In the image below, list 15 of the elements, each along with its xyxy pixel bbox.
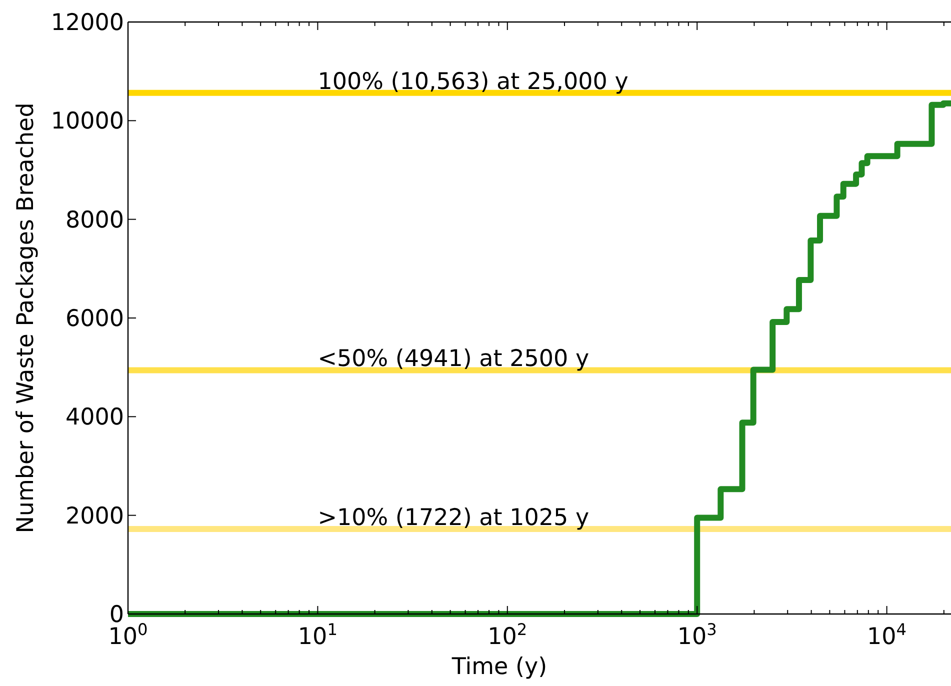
y-tick-label: 6000 — [65, 306, 124, 332]
y-tick-label: 8000 — [65, 207, 124, 234]
ref-line-label: >10% (1722) at 1025 y — [318, 505, 590, 532]
y-tick-label: 4000 — [65, 404, 124, 431]
x-tick-label: 10$^{2}$ — [488, 620, 528, 650]
x-tick-label: 10$^{1}$ — [298, 620, 338, 650]
ref-line-label: <50% (4941) at 2500 y — [318, 346, 590, 372]
y-tick-label: 2000 — [65, 503, 124, 530]
y-tick-label: 12000 — [50, 10, 124, 36]
x-axis-title: Time (y) — [450, 654, 548, 680]
ref-line-label: 100% (10,563) at 25,000 y — [318, 68, 628, 95]
y-axis-title: Number of Waste Packages Breached — [13, 102, 39, 534]
y-tick-label: 10000 — [50, 108, 124, 135]
x-tick-label: 10$^{4}$ — [867, 620, 907, 650]
x-tick-label: 10$^{3}$ — [677, 620, 717, 650]
